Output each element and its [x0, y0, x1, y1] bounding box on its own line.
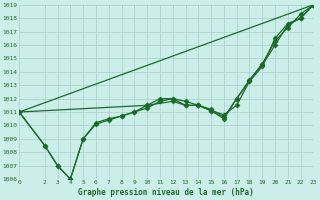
X-axis label: Graphe pression niveau de la mer (hPa): Graphe pression niveau de la mer (hPa): [78, 188, 254, 197]
